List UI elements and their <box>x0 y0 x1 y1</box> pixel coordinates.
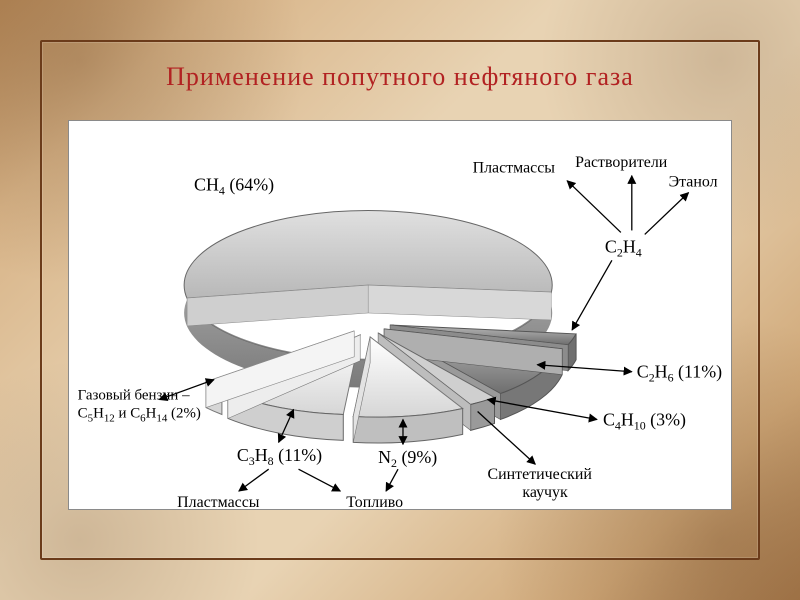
arrow-ethanol <box>645 193 689 235</box>
pie-chart-svg: CH4 (64%) C2H4 Пластмассы Растворители Э… <box>69 121 731 509</box>
slide-title: Применение попутного нефтяного газа <box>60 62 740 92</box>
label-plastics-bottom: Пластмассы <box>177 494 260 509</box>
arrow-rubber <box>478 412 536 465</box>
arrow-fuel-n2 <box>386 469 398 491</box>
label-n2: N2 (9%) <box>378 447 437 470</box>
label-ethanol: Этанол <box>669 174 718 191</box>
label-solvents: Растворители <box>575 154 668 171</box>
arrow-fuel-c3h8 <box>299 469 341 491</box>
label-c2h4: C2H4 <box>605 236 642 259</box>
label-gas-benzine-1: Газовый бензин – <box>78 388 190 404</box>
label-rubber-1: Синтетический <box>488 466 593 483</box>
arrow-plastics-top <box>567 181 621 233</box>
label-rubber-2: каучук <box>522 484 568 501</box>
label-c3h8: C3H8 (11%) <box>237 445 322 468</box>
pie-chart: CH4 (64%) C2H4 Пластмассы Растворители Э… <box>68 120 732 510</box>
label-c4h10: C4H10 (3%) <box>603 409 686 432</box>
label-ch4: CH4 (64%) <box>194 175 274 198</box>
label-plastics-top: Пластмассы <box>473 160 556 177</box>
slide: Применение попутного нефтяного газа <box>0 0 800 600</box>
arrow-c2h4 <box>572 260 612 330</box>
label-fuel: Топливо <box>346 494 403 509</box>
arrow-plastics-bottom <box>239 469 269 491</box>
label-c2h6: C2H6 (11%) <box>637 362 722 385</box>
label-gas-benzine-2: C5H12 и C6H14 (2%) <box>78 405 201 424</box>
